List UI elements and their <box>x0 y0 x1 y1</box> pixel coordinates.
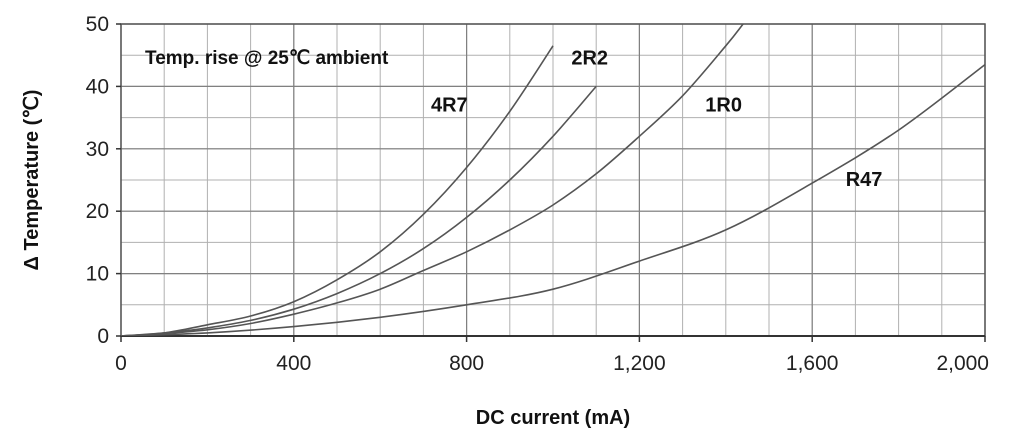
series-label-2r2: 2R2 <box>571 48 608 70</box>
series-label-1r0: 1R0 <box>705 94 742 116</box>
series-line-4r7 <box>121 45 554 336</box>
y-tick-label: 10 <box>86 263 109 286</box>
x-tick-label: 800 <box>449 352 484 375</box>
y-axis-title: Δ Temperature (℃) <box>21 90 43 271</box>
x-tick-label: 1,200 <box>613 352 666 375</box>
y-tick-label: 30 <box>86 138 109 161</box>
x-tick-label: 0 <box>115 352 127 375</box>
series-label-4r7: 4R7 <box>431 94 468 116</box>
y-tick-label: 0 <box>97 325 109 348</box>
axes: 0 400 800 1,200 1,600 2,000 0 10 20 30 40 50 <box>86 13 989 375</box>
y-tick-label: 40 <box>86 75 109 98</box>
x-axis-title: DC current (mA) <box>476 407 630 429</box>
series-label-r47: R47 <box>846 169 883 191</box>
grid <box>120 23 986 337</box>
series-line-r47 <box>121 63 985 336</box>
series-line-1r0 <box>121 24 744 336</box>
x-tick-label: 1,600 <box>786 352 839 375</box>
y-tick-label: 50 <box>86 13 109 36</box>
x-tick-label: 400 <box>276 352 311 375</box>
x-tick-label: 2,000 <box>936 352 989 375</box>
y-tick-label: 20 <box>86 200 109 223</box>
series-labels: 4R7 2R2 1R0 R47 <box>431 48 882 192</box>
series-line-2r2 <box>121 85 597 336</box>
series-lines <box>121 24 985 336</box>
annotation-text: Temp. rise @ 25℃ ambient <box>145 48 389 69</box>
